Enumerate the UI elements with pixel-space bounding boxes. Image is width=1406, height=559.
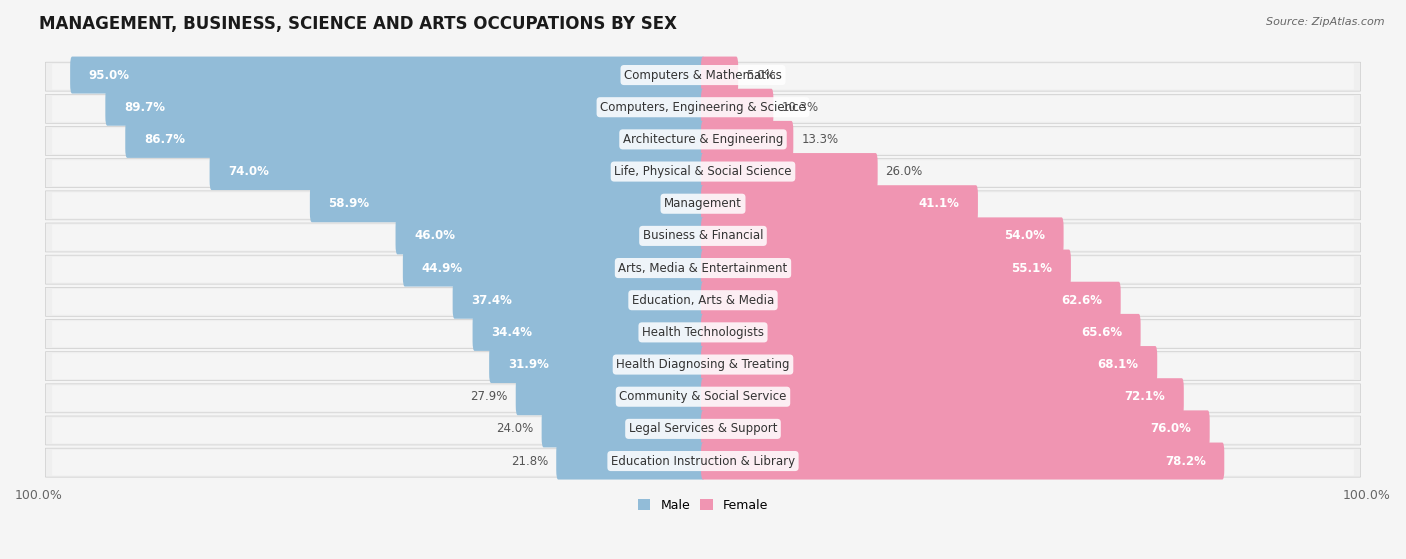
Text: 58.9%: 58.9% — [329, 197, 370, 210]
FancyBboxPatch shape — [52, 225, 1354, 250]
FancyBboxPatch shape — [309, 185, 704, 222]
Text: Computers & Mathematics: Computers & Mathematics — [624, 69, 782, 82]
FancyBboxPatch shape — [105, 89, 704, 126]
Text: Health Diagnosing & Treating: Health Diagnosing & Treating — [616, 358, 790, 371]
FancyBboxPatch shape — [702, 443, 1225, 480]
Text: 76.0%: 76.0% — [1150, 423, 1191, 435]
FancyBboxPatch shape — [52, 160, 1354, 186]
FancyBboxPatch shape — [52, 450, 1354, 476]
FancyBboxPatch shape — [702, 121, 793, 158]
Text: Computers, Engineering & Science: Computers, Engineering & Science — [600, 101, 806, 113]
Text: 24.0%: 24.0% — [496, 423, 534, 435]
FancyBboxPatch shape — [702, 89, 773, 126]
FancyBboxPatch shape — [702, 185, 979, 222]
FancyBboxPatch shape — [125, 121, 704, 158]
Text: Business & Financial: Business & Financial — [643, 229, 763, 243]
FancyBboxPatch shape — [702, 282, 1121, 319]
Text: Legal Services & Support: Legal Services & Support — [628, 423, 778, 435]
FancyBboxPatch shape — [702, 378, 1184, 415]
Text: 10.3%: 10.3% — [782, 101, 818, 113]
Text: 13.3%: 13.3% — [801, 133, 838, 146]
Text: 41.1%: 41.1% — [918, 197, 959, 210]
FancyBboxPatch shape — [489, 346, 704, 383]
Text: 86.7%: 86.7% — [143, 133, 184, 146]
FancyBboxPatch shape — [45, 287, 1361, 316]
Text: 5.0%: 5.0% — [747, 69, 776, 82]
FancyBboxPatch shape — [52, 257, 1354, 282]
FancyBboxPatch shape — [45, 94, 1361, 124]
Text: Education, Arts & Media: Education, Arts & Media — [631, 293, 775, 307]
FancyBboxPatch shape — [52, 386, 1354, 411]
FancyBboxPatch shape — [45, 448, 1361, 477]
FancyBboxPatch shape — [45, 416, 1361, 445]
FancyBboxPatch shape — [52, 192, 1354, 218]
FancyBboxPatch shape — [70, 56, 704, 93]
Text: 21.8%: 21.8% — [510, 454, 548, 467]
FancyBboxPatch shape — [45, 126, 1361, 155]
FancyBboxPatch shape — [702, 153, 877, 190]
Text: 95.0%: 95.0% — [89, 69, 129, 82]
FancyBboxPatch shape — [541, 410, 704, 447]
FancyBboxPatch shape — [45, 159, 1361, 188]
FancyBboxPatch shape — [45, 191, 1361, 220]
FancyBboxPatch shape — [209, 153, 704, 190]
Text: 55.1%: 55.1% — [1011, 262, 1052, 274]
Text: MANAGEMENT, BUSINESS, SCIENCE AND ARTS OCCUPATIONS BY SEX: MANAGEMENT, BUSINESS, SCIENCE AND ARTS O… — [39, 15, 676, 33]
Text: Health Technologists: Health Technologists — [643, 326, 763, 339]
Text: 54.0%: 54.0% — [1004, 229, 1045, 243]
Text: 27.9%: 27.9% — [471, 390, 508, 403]
FancyBboxPatch shape — [52, 321, 1354, 347]
FancyBboxPatch shape — [702, 56, 738, 93]
Legend: Male, Female: Male, Female — [633, 494, 773, 517]
Text: Management: Management — [664, 197, 742, 210]
Text: 26.0%: 26.0% — [886, 165, 922, 178]
Text: 68.1%: 68.1% — [1098, 358, 1139, 371]
Text: 31.9%: 31.9% — [508, 358, 548, 371]
Text: Source: ZipAtlas.com: Source: ZipAtlas.com — [1267, 17, 1385, 27]
Text: 44.9%: 44.9% — [422, 262, 463, 274]
Text: Community & Social Service: Community & Social Service — [619, 390, 787, 403]
Text: Life, Physical & Social Science: Life, Physical & Social Science — [614, 165, 792, 178]
Text: 65.6%: 65.6% — [1081, 326, 1122, 339]
Text: 89.7%: 89.7% — [124, 101, 165, 113]
Text: 46.0%: 46.0% — [415, 229, 456, 243]
FancyBboxPatch shape — [45, 320, 1361, 348]
Text: 74.0%: 74.0% — [228, 165, 269, 178]
FancyBboxPatch shape — [52, 128, 1354, 154]
FancyBboxPatch shape — [516, 378, 704, 415]
Text: Arts, Media & Entertainment: Arts, Media & Entertainment — [619, 262, 787, 274]
FancyBboxPatch shape — [702, 217, 1063, 254]
FancyBboxPatch shape — [557, 443, 704, 480]
Text: Education Instruction & Library: Education Instruction & Library — [612, 454, 794, 467]
FancyBboxPatch shape — [52, 289, 1354, 315]
FancyBboxPatch shape — [453, 282, 704, 319]
Text: 34.4%: 34.4% — [491, 326, 531, 339]
FancyBboxPatch shape — [702, 346, 1157, 383]
FancyBboxPatch shape — [45, 384, 1361, 413]
FancyBboxPatch shape — [45, 62, 1361, 91]
FancyBboxPatch shape — [395, 217, 704, 254]
FancyBboxPatch shape — [404, 249, 704, 287]
FancyBboxPatch shape — [472, 314, 704, 351]
Text: Architecture & Engineering: Architecture & Engineering — [623, 133, 783, 146]
FancyBboxPatch shape — [45, 223, 1361, 252]
FancyBboxPatch shape — [52, 353, 1354, 379]
FancyBboxPatch shape — [45, 255, 1361, 284]
Text: 37.4%: 37.4% — [471, 293, 512, 307]
FancyBboxPatch shape — [702, 249, 1071, 287]
FancyBboxPatch shape — [52, 64, 1354, 89]
Text: 78.2%: 78.2% — [1164, 454, 1206, 467]
FancyBboxPatch shape — [702, 314, 1140, 351]
Text: 62.6%: 62.6% — [1062, 293, 1102, 307]
FancyBboxPatch shape — [52, 96, 1354, 122]
FancyBboxPatch shape — [45, 352, 1361, 381]
FancyBboxPatch shape — [52, 418, 1354, 443]
Text: 72.1%: 72.1% — [1125, 390, 1166, 403]
FancyBboxPatch shape — [702, 410, 1209, 447]
